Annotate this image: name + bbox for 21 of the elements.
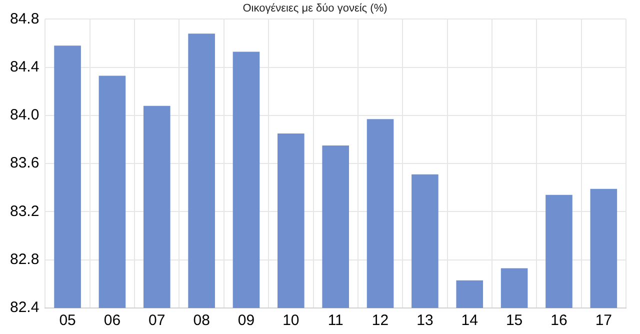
y-tick-label: 82.4 [10, 299, 40, 316]
x-tick-label: 07 [148, 312, 166, 330]
x-tick-label: 17 [595, 312, 612, 330]
y-tick-label: 83.2 [10, 202, 40, 220]
x-tick-label: 14 [461, 312, 478, 330]
y-tick-label: 84.4 [10, 58, 40, 76]
y-tick-label: 82.8 [10, 251, 40, 268]
x-tick-label: 16 [550, 312, 568, 330]
y-tick-label: 84.0 [10, 106, 40, 124]
x-tick-label: 15 [506, 312, 523, 330]
chart-title: Οικογένειες με δύο γονείς (%) [242, 2, 388, 15]
x-tick-label: 09 [238, 312, 255, 330]
x-tick-label: 05 [59, 312, 76, 330]
x-tick-label: 13 [416, 312, 434, 330]
x-tick-label: 06 [104, 312, 121, 330]
x-tick-label: 10 [282, 312, 300, 330]
x-tick-label: 11 [328, 312, 344, 330]
x-tick-label: 12 [372, 312, 389, 330]
y-tick-label: 84.8 [10, 10, 40, 28]
x-tick-label: 08 [193, 312, 210, 330]
y-tick-label: 83.6 [10, 154, 40, 172]
